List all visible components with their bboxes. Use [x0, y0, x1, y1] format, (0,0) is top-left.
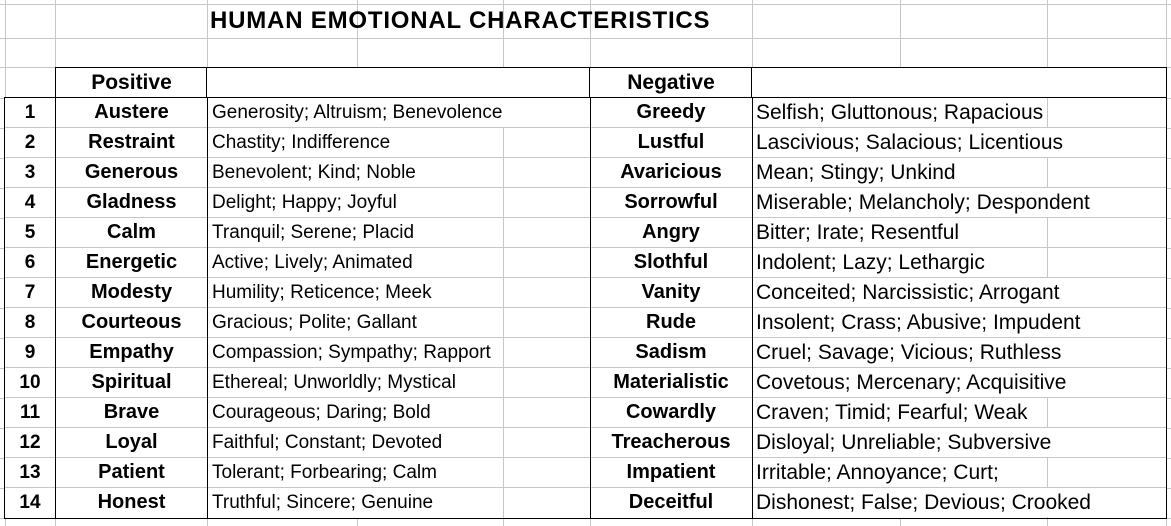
negative-word-cell[interactable]: Avaricious	[620, 161, 722, 183]
row-number-cell[interactable]: 4	[5, 188, 55, 218]
header-spacer-cell-2[interactable]	[751, 68, 1166, 97]
row-number-cell[interactable]: 2	[5, 128, 55, 158]
row-number-cell[interactable]: 7	[5, 278, 55, 308]
negative-word-cell[interactable]: Lustful	[637, 131, 705, 153]
positive-word-cell[interactable]: Energetic	[85, 251, 178, 273]
negative-synonyms-cell[interactable]: Bitter; Irate; Resentful	[752, 218, 1166, 247]
positive-word-cell[interactable]: Gladness	[86, 191, 177, 213]
positive-word-cell[interactable]: Courteous	[81, 311, 182, 333]
positive-synonyms-cell[interactable]: Truthful; Sincere; Genuine	[207, 488, 590, 518]
table-row: Empathy Compassion; Sympathy; Rapport Sa…	[56, 338, 1166, 368]
negative-word-cell[interactable]: Treacherous	[611, 431, 731, 453]
negative-synonyms-cell[interactable]: Lascivious; Salacious; Licentious	[752, 128, 1166, 157]
positive-synonyms-cell[interactable]: Gracious; Polite; Gallant	[207, 308, 590, 337]
row-number-cell[interactable]: 9	[5, 338, 55, 368]
positive-word-cell[interactable]: Empathy	[89, 341, 174, 363]
row-number-column: 1 2 3 4 5 6 7 8 9 10 11 12 13 14	[4, 97, 56, 519]
negative-word-cell[interactable]: Sadism	[635, 341, 707, 363]
positive-synonyms-cell[interactable]: Ethereal; Unworldly; Mystical	[207, 368, 590, 397]
positive-synonyms-cell[interactable]: Chastity; Indifference	[207, 128, 590, 157]
positive-word-cell[interactable]: Calm	[107, 221, 156, 243]
negative-header-cell[interactable]: Negative	[589, 68, 752, 97]
negative-synonyms-cell[interactable]: Mean; Stingy; Unkind	[752, 158, 1166, 187]
negative-synonyms-cell[interactable]: Covetous; Mercenary; Acquisitive	[752, 368, 1166, 397]
negative-word-cell[interactable]: Deceitful	[628, 491, 714, 513]
table-row: Loyal Faithful; Constant; Devoted Treach…	[56, 428, 1166, 458]
positive-word-cell[interactable]: Loyal	[105, 431, 158, 453]
column-border	[590, 98, 591, 518]
positive-word-cell[interactable]: Brave	[103, 401, 160, 423]
positive-header-cell[interactable]: Positive	[91, 71, 172, 94]
positive-synonyms-cell[interactable]: Humility; Reticence; Meek	[207, 278, 590, 307]
row-number-cell[interactable]: 11	[5, 398, 55, 428]
positive-synonyms-cell[interactable]: Delight; Happy; Joyful	[207, 188, 590, 217]
positive-synonyms-cell[interactable]: Courageous; Daring; Bold	[207, 398, 590, 427]
row-number-cell[interactable]: 3	[5, 158, 55, 188]
positive-word-cell[interactable]: Restraint	[88, 131, 175, 153]
negative-word-cell[interactable]: Cowardly	[625, 401, 717, 423]
positive-word-cell[interactable]: Patient	[98, 461, 165, 483]
positive-word-cell[interactable]: Modesty	[90, 281, 173, 303]
negative-word-cell[interactable]: Vanity	[641, 281, 701, 303]
row-number-cell[interactable]: 1	[5, 98, 55, 128]
table-header-row: Positive Negative	[55, 67, 1167, 98]
negative-synonyms-cell[interactable]: Insolent; Crass; Abusive; Impudent	[752, 308, 1166, 337]
negative-synonyms-cell[interactable]: Dishonest; False; Devious; Crooked	[752, 488, 1166, 518]
column-border	[752, 98, 753, 518]
negative-word-cell[interactable]: Slothful	[633, 251, 709, 273]
table-row: Courteous Gracious; Polite; Gallant Rude…	[56, 308, 1166, 338]
positive-word-cell[interactable]: Spiritual	[91, 371, 172, 393]
table-row: Energetic Active; Lively; Animated Sloth…	[56, 248, 1166, 278]
gridline-h	[0, 4, 1171, 5]
table-row: Brave Courageous; Daring; Bold Cowardly …	[56, 398, 1166, 428]
gridline-v	[503, 98, 504, 518]
negative-synonyms-cell[interactable]: Disloyal; Unreliable; Subversive	[752, 428, 1166, 457]
positive-synonyms-cell[interactable]: Generosity; Altruism; Benevolence	[207, 98, 590, 127]
negative-word-cell[interactable]: Rude	[646, 311, 696, 333]
row-number-cell[interactable]: 13	[5, 458, 55, 488]
characteristics-table: Austere Generosity; Altruism; Benevolenc…	[55, 98, 1167, 519]
table-row: Honest Truthful; Sincere; Genuine Deceit…	[56, 488, 1166, 518]
row-number-cell[interactable]: 5	[5, 218, 55, 248]
sheet-title[interactable]: HUMAN EMOTIONAL CHARACTERISTICS	[210, 7, 711, 34]
negative-synonyms-cell[interactable]: Irritable; Annoyance; Curt;	[752, 458, 1166, 487]
negative-synonyms-cell[interactable]: Craven; Timid; Fearful; Weak	[752, 398, 1166, 427]
positive-word-cell[interactable]: Generous	[84, 161, 179, 183]
table-row: Generous Benevolent; Kind; Noble Avarici…	[56, 158, 1166, 188]
table-row: Calm Tranquil; Serene; Placid Angry Bitt…	[56, 218, 1166, 248]
column-border	[207, 98, 208, 518]
negative-synonyms-cell[interactable]: Miserable; Melancholy; Despondent	[752, 188, 1166, 217]
table-row: Austere Generosity; Altruism; Benevolenc…	[56, 98, 1166, 128]
negative-word-cell[interactable]: Greedy	[636, 101, 706, 123]
negative-synonyms-cell[interactable]: Indolent; Lazy; Lethargic	[752, 248, 1166, 277]
positive-word-cell[interactable]: Honest	[97, 491, 166, 513]
table-row: Gladness Delight; Happy; Joyful Sorrowfu…	[56, 188, 1166, 218]
table-row: Spiritual Ethereal; Unworldly; Mystical …	[56, 368, 1166, 398]
row-number-cell[interactable]: 6	[5, 248, 55, 278]
table-row: Modesty Humility; Reticence; Meek Vanity…	[56, 278, 1166, 308]
positive-synonyms-cell[interactable]: Faithful; Constant; Devoted	[207, 428, 590, 457]
table-row: Restraint Chastity; Indifference Lustful…	[56, 128, 1166, 158]
negative-synonyms-cell[interactable]: Cruel; Savage; Vicious; Ruthless	[752, 338, 1166, 367]
positive-synonyms-cell[interactable]: Benevolent; Kind; Noble	[207, 158, 590, 187]
positive-synonyms-cell[interactable]: Compassion; Sympathy; Rapport	[207, 338, 590, 367]
header-spacer-cell[interactable]	[206, 68, 590, 97]
positive-word-cell[interactable]: Austere	[94, 101, 169, 123]
negative-synonyms-cell[interactable]: Selfish; Gluttonous; Rapacious	[752, 98, 1166, 127]
row-number-cell[interactable]: 12	[5, 428, 55, 458]
negative-word-cell[interactable]: Materialistic	[613, 371, 729, 393]
row-number-cell[interactable]: 10	[5, 368, 55, 398]
table-row: Patient Tolerant; Forbearing; Calm Impat…	[56, 458, 1166, 488]
row-number-cell[interactable]: 14	[19, 492, 41, 513]
positive-synonyms-cell[interactable]: Tranquil; Serene; Placid	[207, 218, 590, 247]
positive-synonyms-cell[interactable]: Active; Lively; Animated	[207, 248, 590, 277]
negative-synonyms-cell[interactable]: Conceited; Narcissistic; Arrogant	[752, 278, 1166, 307]
negative-word-cell[interactable]: Angry	[642, 221, 700, 243]
negative-word-cell[interactable]: Impatient	[626, 461, 716, 483]
gridline-h	[0, 38, 1171, 39]
row-number-cell[interactable]: 8	[5, 308, 55, 338]
positive-synonyms-cell[interactable]: Tolerant; Forbearing; Calm	[207, 458, 590, 487]
negative-word-cell[interactable]: Sorrowful	[624, 191, 718, 213]
